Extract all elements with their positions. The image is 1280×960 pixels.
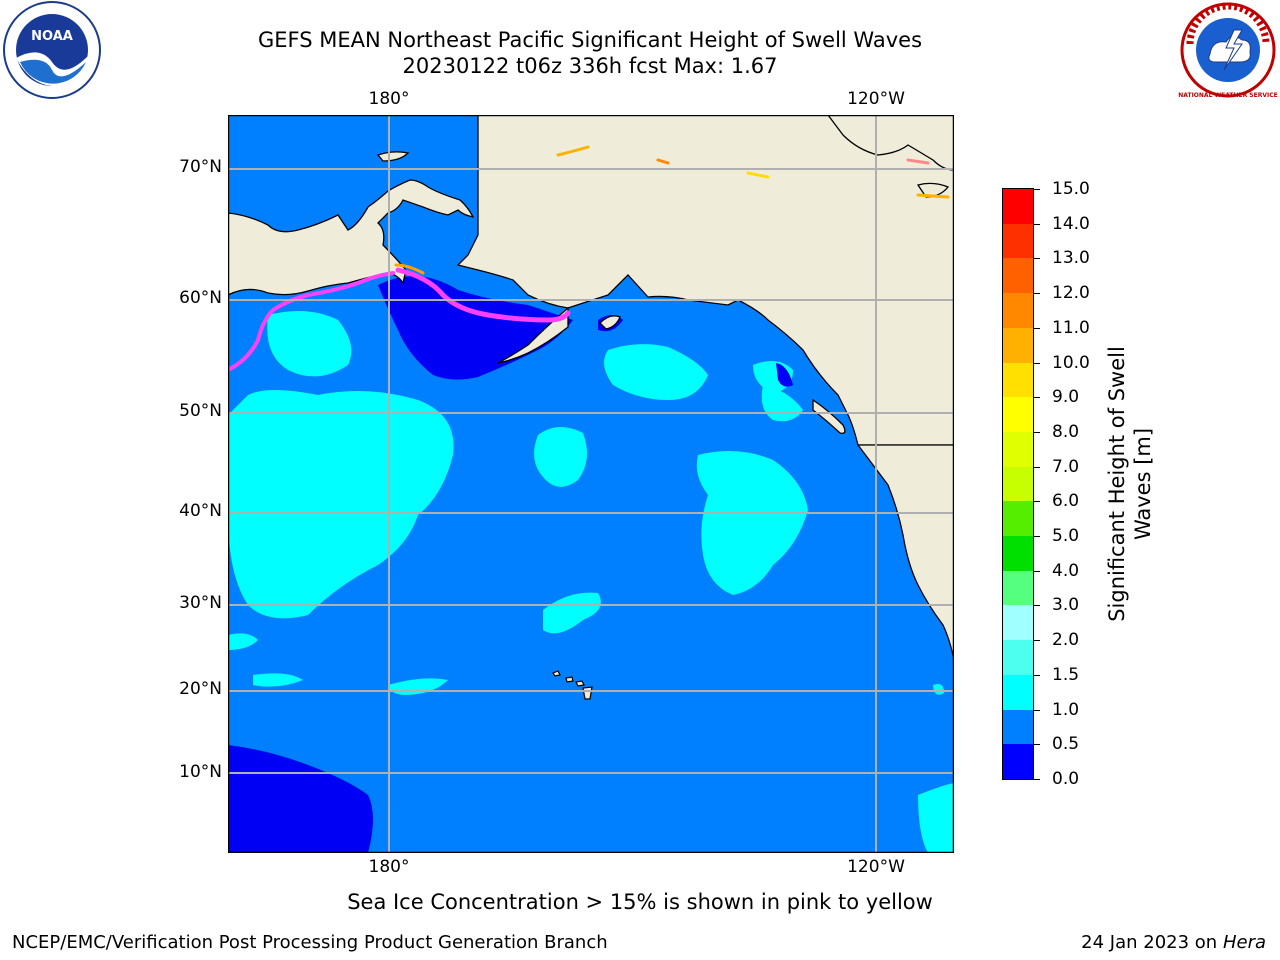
colorbar-segment [1003, 674, 1033, 710]
colorbar-tick-mark [1034, 397, 1040, 399]
colorbar-segment [1003, 362, 1033, 398]
colorbar-tick-label: 13.0 [1052, 248, 1090, 269]
colorbar-title-line1: Significant Height of Swell [1105, 346, 1129, 622]
colorbar-segment [1003, 535, 1033, 571]
colorbar-tick-mark [1034, 466, 1040, 468]
colorbar-tick-label: 7.0 [1052, 456, 1080, 477]
lon-label-top-120w: 120°W [847, 89, 905, 109]
sea-ice-note: Sea Ice Concentration > 15% is shown in … [347, 890, 933, 914]
colorbar-segment [1003, 501, 1033, 537]
chart-subtitle: 20230122 t06z 336h fcst Max: 1.67 [402, 54, 778, 78]
colorbar-title: Significant Height of Swell Waves [m] [1104, 346, 1156, 622]
colorbar-segment [1003, 605, 1033, 641]
colorbar-tick-mark [1034, 362, 1040, 364]
lon-label-bottom-180: 180° [368, 857, 410, 877]
colorbar-segment [1003, 396, 1033, 432]
noaa-logo: NOAA [3, 1, 101, 99]
colorbar [1002, 188, 1034, 780]
map-frame [227, 114, 955, 854]
lat-label-10n: 10°N [179, 762, 222, 782]
colorbar-tick-label: 4.0 [1052, 560, 1080, 581]
colorbar-tick-label: 0.0 [1052, 769, 1080, 789]
colorbar-tick-label: 0.5 [1052, 734, 1080, 755]
colorbar-tick-label: 12.0 [1052, 283, 1090, 304]
colorbar-segment [1003, 570, 1033, 606]
footer-credit: NCEP/EMC/Verification Post Processing Pr… [12, 932, 608, 953]
colorbar-tick-label: 11.0 [1052, 317, 1090, 338]
colorbar-tick-mark [1034, 327, 1040, 329]
colorbar-tick-mark [1034, 501, 1040, 503]
colorbar-segment [1003, 431, 1033, 467]
colorbar-tick-mark [1034, 431, 1040, 433]
noaa-logo-text: NOAA [31, 29, 73, 44]
colorbar-tick-mark [1034, 709, 1040, 711]
colorbar-tick-label: 8.0 [1052, 421, 1080, 442]
lat-label-60n: 60°N [179, 288, 222, 308]
colorbar-tick-label: 5.0 [1052, 526, 1080, 547]
colorbar-tick-label: 2.0 [1052, 630, 1080, 651]
colorbar-tick-mark [1034, 570, 1040, 572]
colorbar-segment [1003, 466, 1033, 502]
colorbar-tick-label: 1.0 [1052, 699, 1080, 720]
colorbar-tick-label: 14.0 [1052, 213, 1090, 234]
colorbar-segment [1003, 223, 1033, 259]
colorbar-tick-label: 1.5 [1052, 664, 1080, 685]
footer-date-text: 24 Jan 2023 on [1081, 932, 1223, 953]
lat-label-20n: 20°N [179, 679, 222, 699]
colorbar-tick-mark [1034, 293, 1040, 295]
nws-logo: NATIONAL WEATHER SERVICE [1178, 2, 1278, 99]
colorbar-tick-mark [1034, 189, 1040, 190]
footer-date: 24 Jan 2023 on Hera [1081, 932, 1266, 953]
nws-logo-text: NATIONAL WEATHER SERVICE [1178, 92, 1277, 99]
colorbar-tick-label: 10.0 [1052, 352, 1090, 373]
colorbar-tick-label: 6.0 [1052, 491, 1080, 512]
swell-height-map [226, 114, 955, 854]
colorbar-tick-mark [1034, 744, 1040, 746]
colorbar-tick-mark [1034, 674, 1040, 676]
colorbar-segment [1003, 709, 1033, 745]
graticule [228, 115, 954, 853]
colorbar-tick-mark [1034, 605, 1040, 607]
colorbar-segment [1003, 639, 1033, 675]
colorbar-segment [1003, 292, 1033, 328]
chart-title: GEFS MEAN Northeast Pacific Significant … [257, 28, 923, 52]
colorbar-tick-label: 9.0 [1052, 387, 1080, 408]
lon-label-top-180: 180° [368, 89, 410, 109]
footer-machine: Hera [1222, 932, 1266, 953]
lat-label-30n: 30°N [179, 593, 222, 613]
colorbar-title-line2: Waves [m] [1131, 427, 1155, 541]
land-masses [227, 114, 955, 661]
colorbar-tick-mark [1034, 536, 1040, 538]
colorbar-segment [1003, 744, 1033, 779]
colorbar-tick-mark [1034, 258, 1040, 260]
colorbar-tick-label: 3.0 [1052, 595, 1080, 616]
colorbar-tick-mark [1034, 223, 1040, 225]
colorbar-tick-mark [1034, 779, 1040, 780]
lat-label-50n: 50°N [179, 401, 222, 421]
colorbar-segment [1003, 327, 1033, 363]
colorbar-segment [1003, 188, 1033, 224]
colorbar-tick-mark [1034, 640, 1040, 642]
lat-label-70n: 70°N [179, 157, 222, 177]
colorbar-segment [1003, 258, 1033, 294]
colorbar-tick-label: 15.0 [1052, 179, 1090, 199]
lon-label-bottom-120w: 120°W [847, 857, 905, 877]
lat-label-40n: 40°N [179, 501, 222, 521]
sea-ice-fringe [226, 145, 950, 372]
map-panel [226, 114, 955, 854]
